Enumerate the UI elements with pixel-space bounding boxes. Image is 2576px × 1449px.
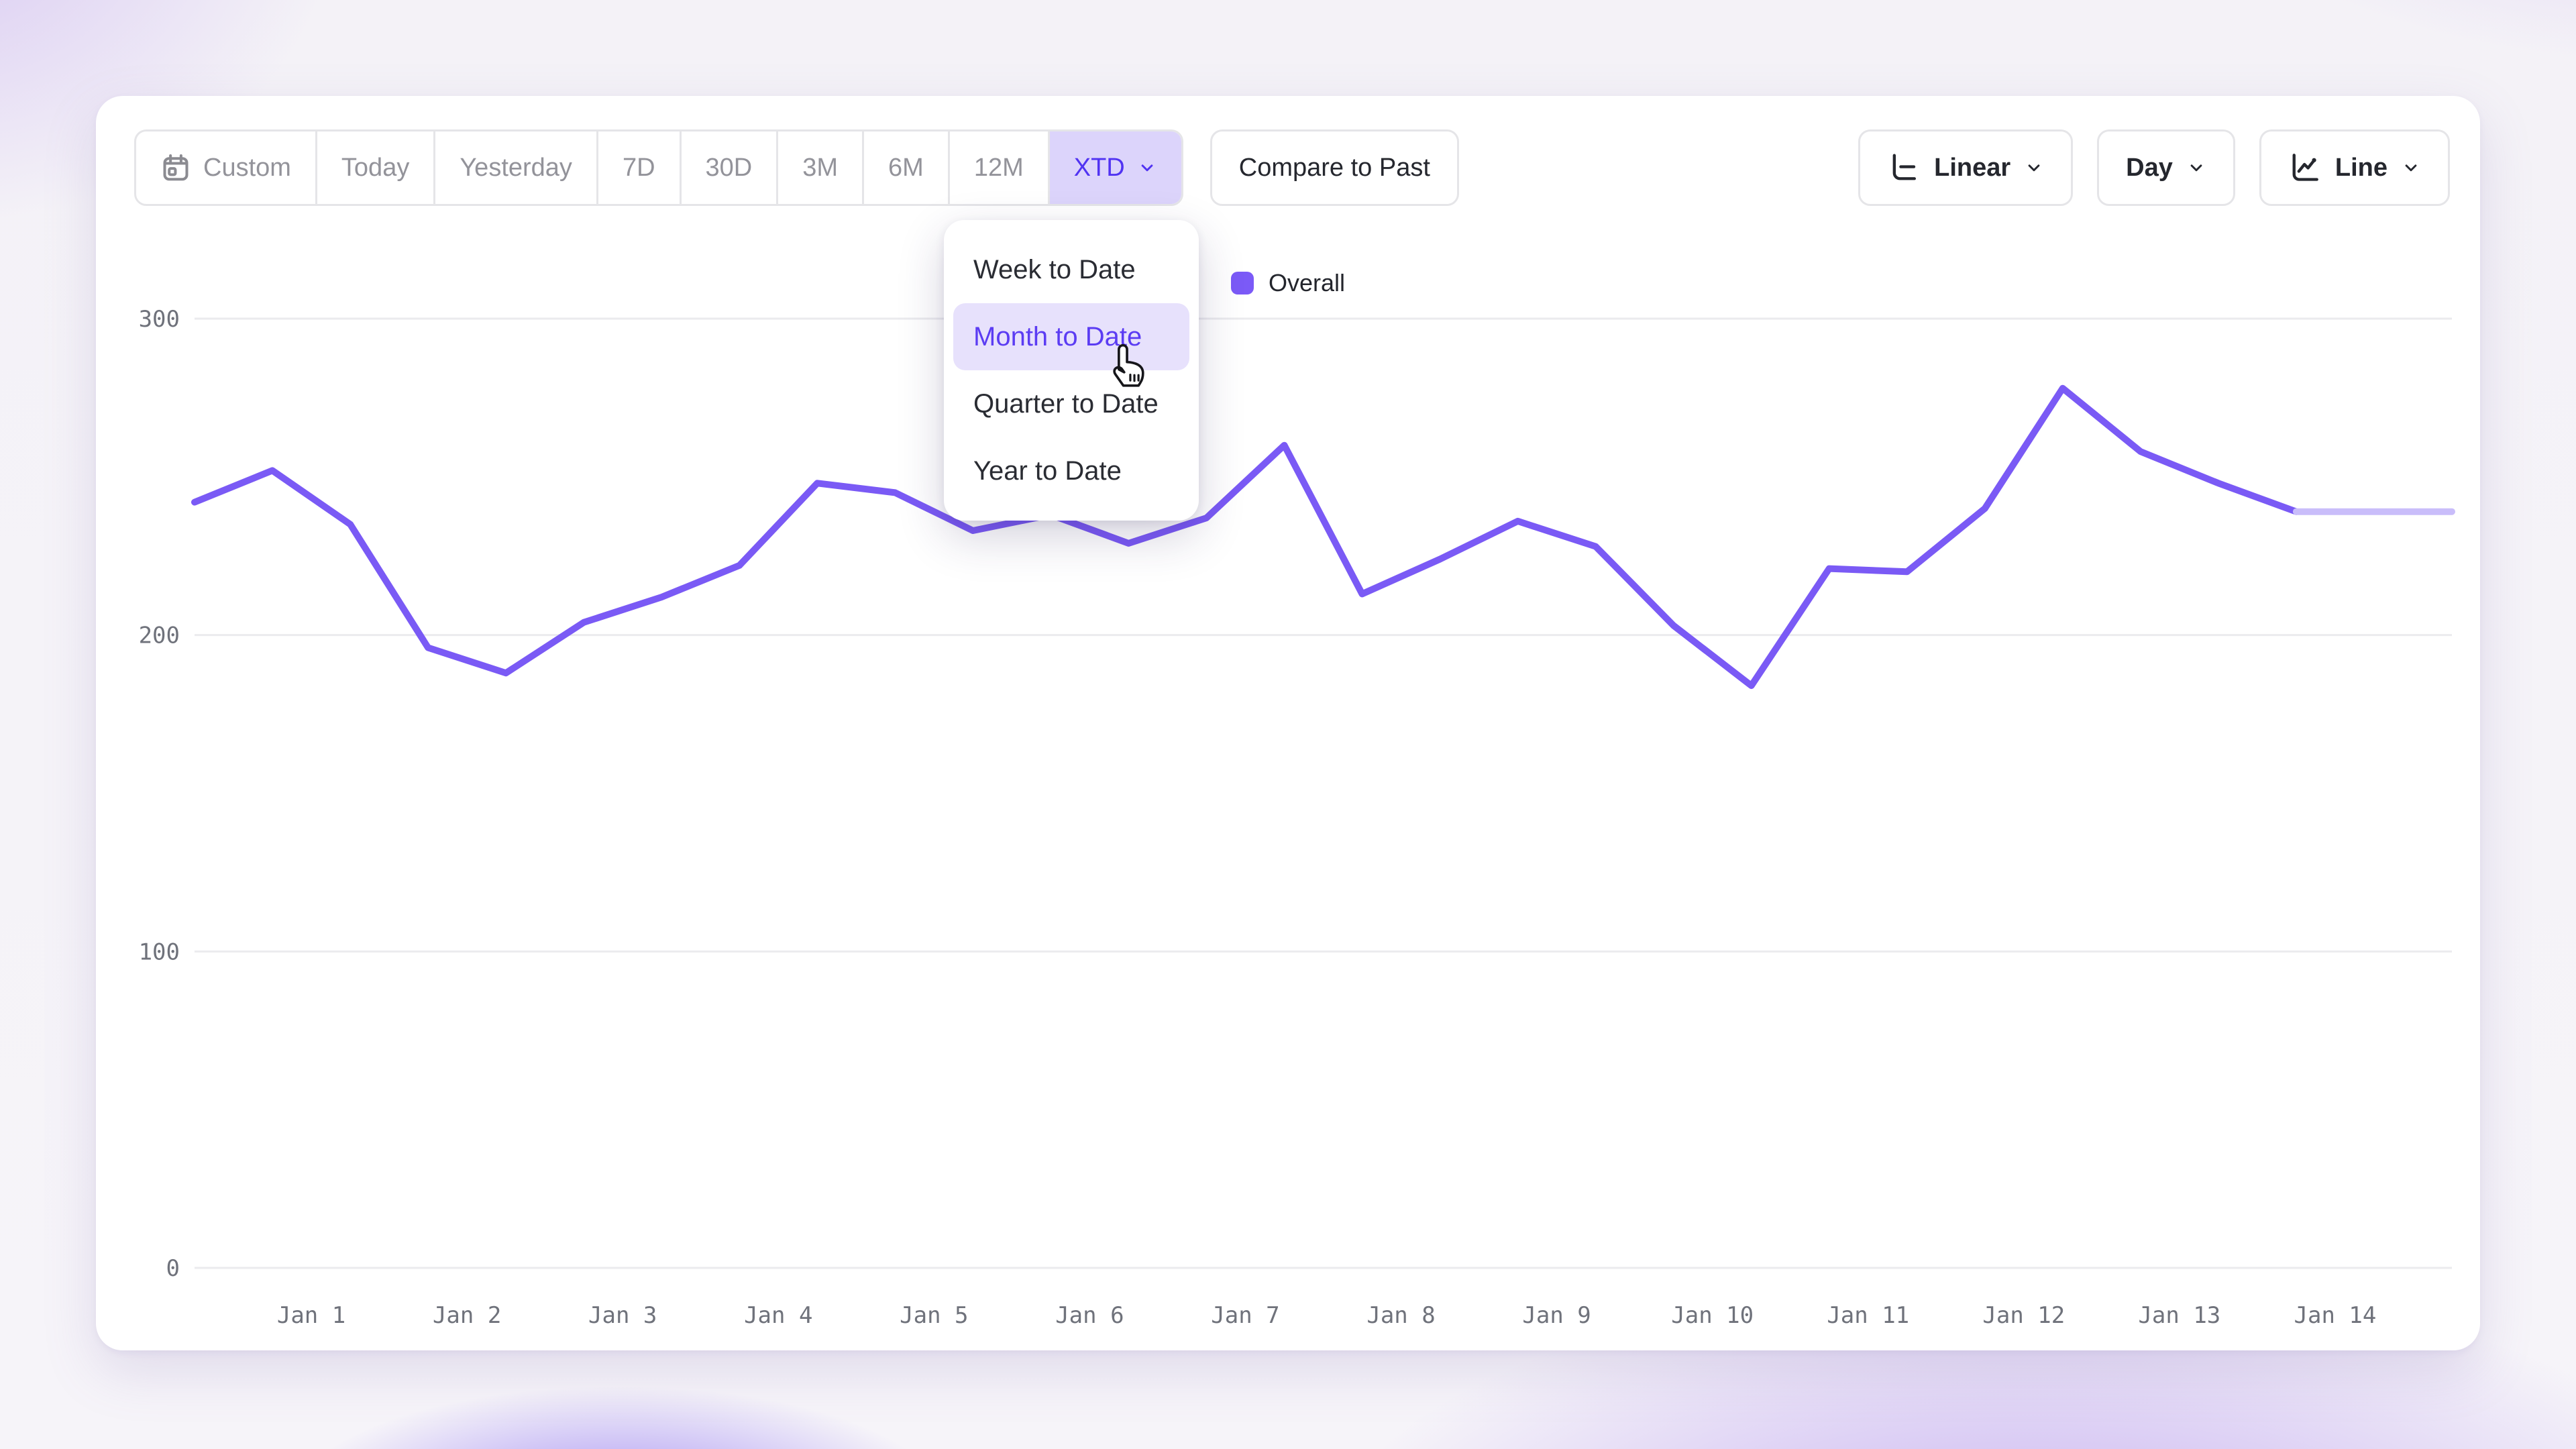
xtd-dropdown-menu: Week to Date Month to Date Quarter to Date…: [944, 220, 1199, 521]
range-30d[interactable]: 30D: [679, 131, 777, 204]
range-3m[interactable]: 3M: [776, 131, 862, 204]
line-chart-icon: [2292, 154, 2318, 181]
chevron-down-icon: [1141, 164, 1153, 172]
scale-dropdown-button[interactable]: Linear: [1858, 129, 2074, 206]
menu-item-month-to-date[interactable]: Month to Date: [953, 303, 1189, 370]
range-label: 7D: [622, 153, 655, 182]
range-label: 12M: [973, 153, 1024, 182]
range-6m[interactable]: 6M: [862, 131, 948, 204]
range-7d[interactable]: 7D: [596, 131, 680, 204]
range-label: Today: [341, 153, 410, 182]
range-label: 6M: [888, 153, 924, 182]
chart-card: Custom Today Yesterday 7D 30D 3M 6M 12M XTD Comp…: [96, 96, 2480, 1350]
range-label: 3M: [802, 153, 839, 182]
chevron-down-icon: [2028, 164, 2040, 172]
range-label: XTD: [1073, 153, 1125, 182]
chevron-down-icon: [2190, 164, 2202, 172]
legend-swatch-overall: [1230, 272, 1254, 294]
toolbar: Custom Today Yesterday 7D 30D 3M 6M 12M XTD Comp…: [134, 129, 2450, 206]
range-label: Custom: [203, 153, 291, 182]
menu-item-week-to-date[interactable]: Week to Date: [973, 254, 1136, 284]
range-label: 30D: [705, 153, 753, 182]
granularity-label: Day: [2126, 153, 2173, 182]
linear-scale-icon: [1892, 154, 1917, 180]
range-label: Yesterday: [460, 153, 572, 182]
menu-item-year-to-date[interactable]: Year to Date: [973, 455, 1122, 486]
date-range-group: Custom Today Yesterday 7D 30D 3M 6M 12M XTD: [134, 129, 1183, 206]
calendar-icon: [163, 154, 189, 181]
range-today[interactable]: Today: [315, 131, 433, 204]
chart-type-label: Line: [2334, 153, 2387, 182]
chart-controls: Linear Day Line: [1858, 129, 2450, 206]
compare-to-past-label: Compare to Past: [1238, 153, 1430, 182]
granularity-dropdown-button[interactable]: Day: [2097, 129, 2235, 206]
range-custom[interactable]: Custom: [136, 131, 315, 204]
legend-label-overall: Overall: [1268, 269, 1346, 297]
chart-type-dropdown-button[interactable]: Line: [2259, 129, 2450, 206]
scale-label: Linear: [1934, 153, 2011, 182]
menu-item-quarter-to-date[interactable]: Quarter to Date: [973, 388, 1159, 419]
range-yesterday[interactable]: Yesterday: [433, 131, 596, 204]
range-12m[interactable]: 12M: [947, 131, 1048, 204]
compare-to-past-button[interactable]: Compare to Past: [1210, 129, 1459, 206]
chart-legend: Overall: [1230, 269, 1346, 297]
range-xtd[interactable]: XTD: [1047, 131, 1181, 204]
chevron-down-icon: [2405, 164, 2417, 172]
